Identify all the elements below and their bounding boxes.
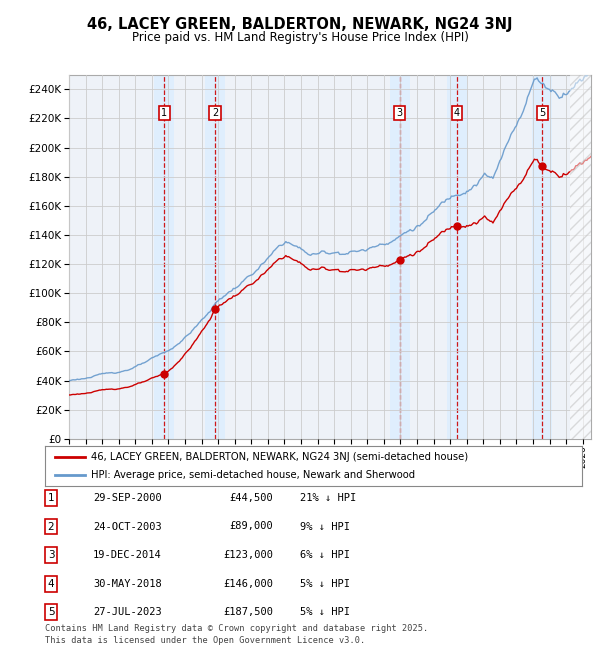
Text: 4: 4 (47, 578, 55, 589)
Text: 3: 3 (47, 550, 55, 560)
Bar (532, 75, 553, 439)
Text: £187,500: £187,500 (223, 607, 273, 618)
Text: 19-DEC-2014: 19-DEC-2014 (93, 550, 162, 560)
Text: 5: 5 (47, 607, 55, 618)
Text: 2: 2 (47, 521, 55, 532)
Text: £146,000: £146,000 (223, 578, 273, 589)
Bar (390, 75, 410, 439)
Text: 29-SEP-2000: 29-SEP-2000 (93, 493, 162, 503)
Text: HPI: Average price, semi-detached house, Newark and Sherwood: HPI: Average price, semi-detached house,… (91, 471, 415, 480)
Text: 9% ↓ HPI: 9% ↓ HPI (300, 521, 350, 532)
Text: £44,500: £44,500 (229, 493, 273, 503)
Text: 5% ↓ HPI: 5% ↓ HPI (300, 607, 350, 618)
Bar (154, 75, 174, 439)
Text: 1: 1 (47, 493, 55, 503)
Text: 46, LACEY GREEN, BALDERTON, NEWARK, NG24 3NJ (semi-detached house): 46, LACEY GREEN, BALDERTON, NEWARK, NG24… (91, 452, 468, 461)
Text: 6% ↓ HPI: 6% ↓ HPI (300, 550, 350, 560)
Bar (447, 75, 467, 439)
Text: 5: 5 (539, 108, 545, 118)
Text: £89,000: £89,000 (229, 521, 273, 532)
Text: Contains HM Land Registry data © Crown copyright and database right 2025.
This d: Contains HM Land Registry data © Crown c… (45, 624, 428, 645)
Text: 21% ↓ HPI: 21% ↓ HPI (300, 493, 356, 503)
Text: 3: 3 (397, 108, 403, 118)
Text: Price paid vs. HM Land Registry's House Price Index (HPI): Price paid vs. HM Land Registry's House … (131, 31, 469, 44)
Text: 27-JUL-2023: 27-JUL-2023 (93, 607, 162, 618)
Text: 5% ↓ HPI: 5% ↓ HPI (300, 578, 350, 589)
Text: 1: 1 (161, 108, 167, 118)
Text: 46, LACEY GREEN, BALDERTON, NEWARK, NG24 3NJ: 46, LACEY GREEN, BALDERTON, NEWARK, NG24… (87, 17, 513, 32)
Text: 4: 4 (454, 108, 460, 118)
Bar (205, 75, 225, 439)
Text: £123,000: £123,000 (223, 550, 273, 560)
Text: 24-OCT-2003: 24-OCT-2003 (93, 521, 162, 532)
Polygon shape (570, 75, 593, 439)
Text: 2: 2 (212, 108, 218, 118)
Text: 30-MAY-2018: 30-MAY-2018 (93, 578, 162, 589)
